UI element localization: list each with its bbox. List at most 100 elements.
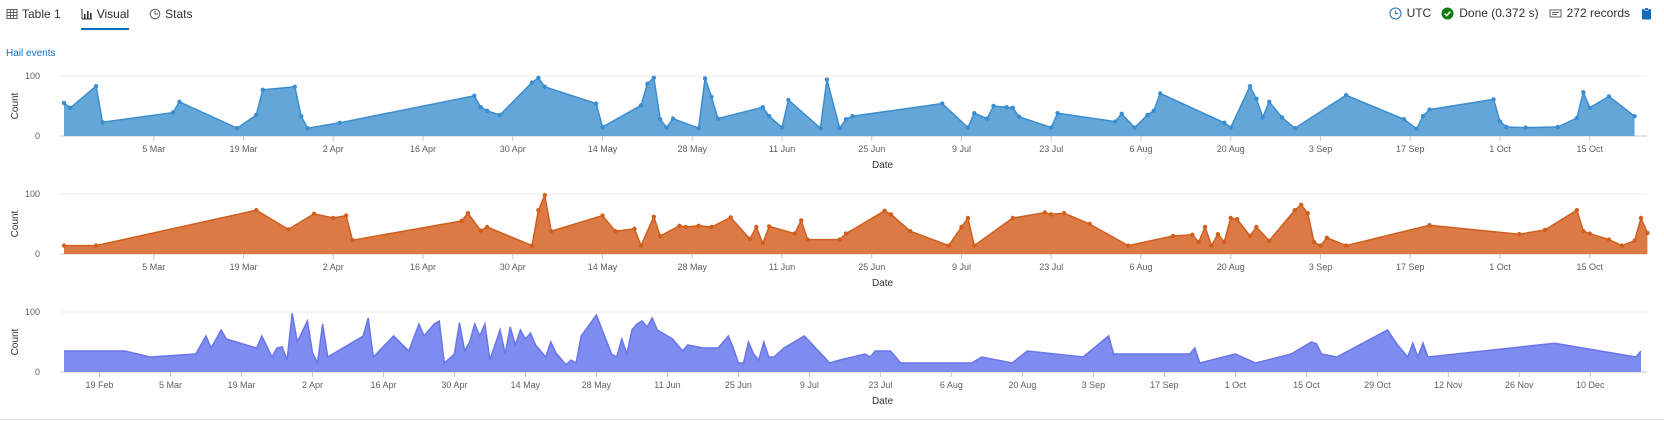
data-point	[1542, 227, 1548, 233]
timezone-selector[interactable]: UTC	[1389, 6, 1431, 20]
data-point	[529, 243, 535, 248]
data-point	[1010, 215, 1015, 221]
data-point	[683, 224, 688, 230]
data-point	[1343, 243, 1349, 248]
data-point	[1311, 239, 1317, 245]
data-point	[1132, 125, 1137, 130]
data-point	[254, 112, 259, 118]
x-tick-label: 23 Jul	[1039, 144, 1063, 154]
data-point	[1632, 114, 1637, 119]
x-tick-label: 17 Sep	[1396, 144, 1425, 154]
data-point	[1260, 115, 1266, 120]
y-tick-label: 0	[35, 367, 40, 377]
data-point	[61, 243, 67, 248]
data-point	[1055, 111, 1060, 116]
data-point	[1004, 105, 1009, 110]
data-point	[1119, 111, 1124, 116]
data-point	[536, 75, 541, 80]
data-point	[1491, 97, 1496, 102]
data-point	[1010, 105, 1015, 110]
data-point	[1254, 96, 1259, 101]
data-point	[1587, 231, 1592, 236]
data-point	[965, 125, 971, 130]
query-status: UTC Done (0.372 s) 272 records	[1379, 6, 1658, 20]
tab-visual[interactable]: Visual	[80, 0, 130, 30]
y-tick-label: 100	[25, 71, 40, 81]
data-point	[600, 213, 605, 218]
data-point	[1574, 208, 1580, 213]
data-point	[337, 120, 342, 125]
data-point	[1215, 232, 1221, 237]
x-tick-label: 2 Apr	[302, 380, 323, 390]
chart-icon	[81, 8, 93, 20]
x-tick-label: 19 Mar	[229, 144, 257, 154]
x-tick-label: 5 Mar	[159, 380, 182, 390]
data-point	[1299, 202, 1304, 207]
clock-icon	[1389, 7, 1402, 20]
x-tick-label: 3 Sep	[1309, 262, 1333, 272]
data-point	[1414, 126, 1419, 131]
series-area	[64, 195, 1648, 254]
x-tick-label: 19 Mar	[229, 262, 257, 272]
table-icon	[6, 8, 18, 20]
tab-table-1[interactable]: Table 1	[6, 0, 61, 28]
data-point	[1279, 115, 1285, 120]
x-tick-label: 29 Oct	[1364, 380, 1391, 390]
data-point	[760, 241, 765, 246]
records-label: 272 records	[1566, 6, 1630, 20]
chart-2: 0 100 Count 5 Mar 19 Mar 2 Apr 16 Apr 30 Apr 14 …	[10, 189, 1650, 289]
data-point	[1497, 119, 1503, 124]
data-point	[1049, 125, 1054, 130]
data-point	[1222, 120, 1227, 125]
results-toolbar: Table 1 Visual Stats UTC Done (0.372	[0, 0, 1664, 32]
x-tick-label: 15 Oct	[1576, 144, 1603, 154]
data-point	[1113, 119, 1118, 124]
x-tick-label: 11 Jun	[654, 380, 680, 390]
data-point	[1196, 239, 1201, 245]
charts-area: 0 100 Count 5 Mar 19 Mar 2 Apr 16 Apr 30 Apr 14 …	[10, 71, 1650, 407]
tab-stats[interactable]: Stats	[149, 0, 193, 28]
x-tick-label: 6 Aug	[1129, 262, 1152, 272]
data-point	[1190, 232, 1195, 237]
data-point	[792, 231, 797, 236]
clipboard-button[interactable]	[1640, 7, 1658, 20]
data-point	[767, 224, 772, 229]
data-point	[1267, 99, 1272, 104]
query-done-status: Done (0.372 s)	[1441, 6, 1539, 20]
series-line	[64, 313, 1642, 366]
x-tick-label: 9 Jul	[952, 144, 971, 154]
x-axis-label: Date	[872, 396, 894, 407]
x-tick-label: 2 Apr	[323, 262, 344, 272]
data-point	[1151, 108, 1157, 113]
data-point	[472, 93, 477, 98]
x-tick-label: 11 Jun	[769, 144, 795, 154]
x-tick-label: 26 Nov	[1505, 380, 1534, 390]
x-tick-label: 6 Aug	[940, 380, 963, 390]
x-tick-label: 16 Apr	[410, 262, 436, 272]
data-point	[696, 223, 701, 228]
data-point	[1632, 238, 1637, 243]
data-point	[1587, 105, 1592, 110]
data-point	[497, 112, 503, 118]
x-tick-label: 3 Sep	[1309, 144, 1333, 154]
data-point	[1254, 224, 1259, 230]
data-point	[702, 76, 708, 81]
result-tabs: Table 1 Visual Stats	[6, 0, 213, 32]
data-point	[299, 114, 304, 119]
data-point	[837, 237, 842, 242]
bottom-divider	[0, 419, 1664, 420]
x-tick-label: 1 Oct	[1225, 380, 1247, 390]
data-point	[549, 229, 554, 234]
check-circle-icon	[1441, 7, 1454, 20]
x-tick-label: 1 Oct	[1489, 144, 1511, 154]
data-point	[61, 100, 67, 106]
data-point	[1209, 243, 1214, 248]
y-axis-label: Count	[10, 328, 21, 355]
data-point	[638, 103, 644, 108]
data-point	[1017, 114, 1022, 119]
x-tick-label: 25 Jun	[858, 144, 885, 154]
x-tick-label: 15 Oct	[1576, 262, 1603, 272]
data-point	[645, 81, 650, 86]
x-tick-label: 20 Aug	[1217, 144, 1245, 154]
x-tick-label: 23 Jul	[868, 380, 892, 390]
